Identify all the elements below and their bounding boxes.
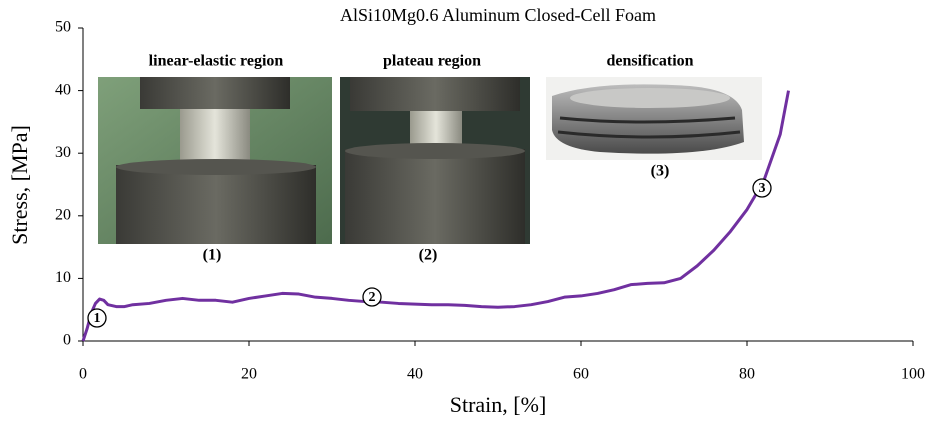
x-tick-label: 80 [739, 366, 755, 383]
x-tick-label: 60 [573, 366, 589, 383]
inset-title: linear-elastic region [149, 53, 284, 70]
y-tick-label: 0 [63, 332, 71, 349]
y-tick-label: 30 [55, 144, 71, 161]
y-axis-title: Stress, [MPa] [7, 125, 32, 245]
y-tick-label: 40 [55, 81, 71, 98]
y-tick-label: 50 [55, 19, 71, 36]
curve-marker-label: 1 [94, 311, 101, 326]
inset-title: plateau region [383, 53, 481, 70]
x-tick-label: 0 [79, 366, 87, 383]
inset-photo [546, 77, 762, 160]
inset-caption: (1) [203, 247, 222, 264]
chart-title: AlSi10Mg0.6 Aluminum Closed-Cell Foam [340, 5, 656, 25]
inset-caption: (2) [419, 247, 438, 264]
x-tick-label: 100 [901, 366, 925, 383]
y-tick-label: 10 [55, 269, 71, 286]
chart: AlSi10Mg0.6 Aluminum Closed-Cell Foam li… [0, 0, 935, 421]
curve-marker-label: 2 [369, 290, 376, 305]
inset-title: densification [606, 53, 693, 70]
y-tick-label: 20 [55, 206, 71, 223]
inset-photo [340, 77, 530, 244]
x-tick-label: 20 [241, 366, 257, 383]
x-tick-label: 40 [407, 366, 423, 383]
inset-photo [98, 77, 332, 244]
inset-caption: (3) [651, 163, 670, 180]
curve-marker-label: 3 [759, 181, 766, 196]
x-axis-title: Strain, [%] [450, 392, 547, 417]
